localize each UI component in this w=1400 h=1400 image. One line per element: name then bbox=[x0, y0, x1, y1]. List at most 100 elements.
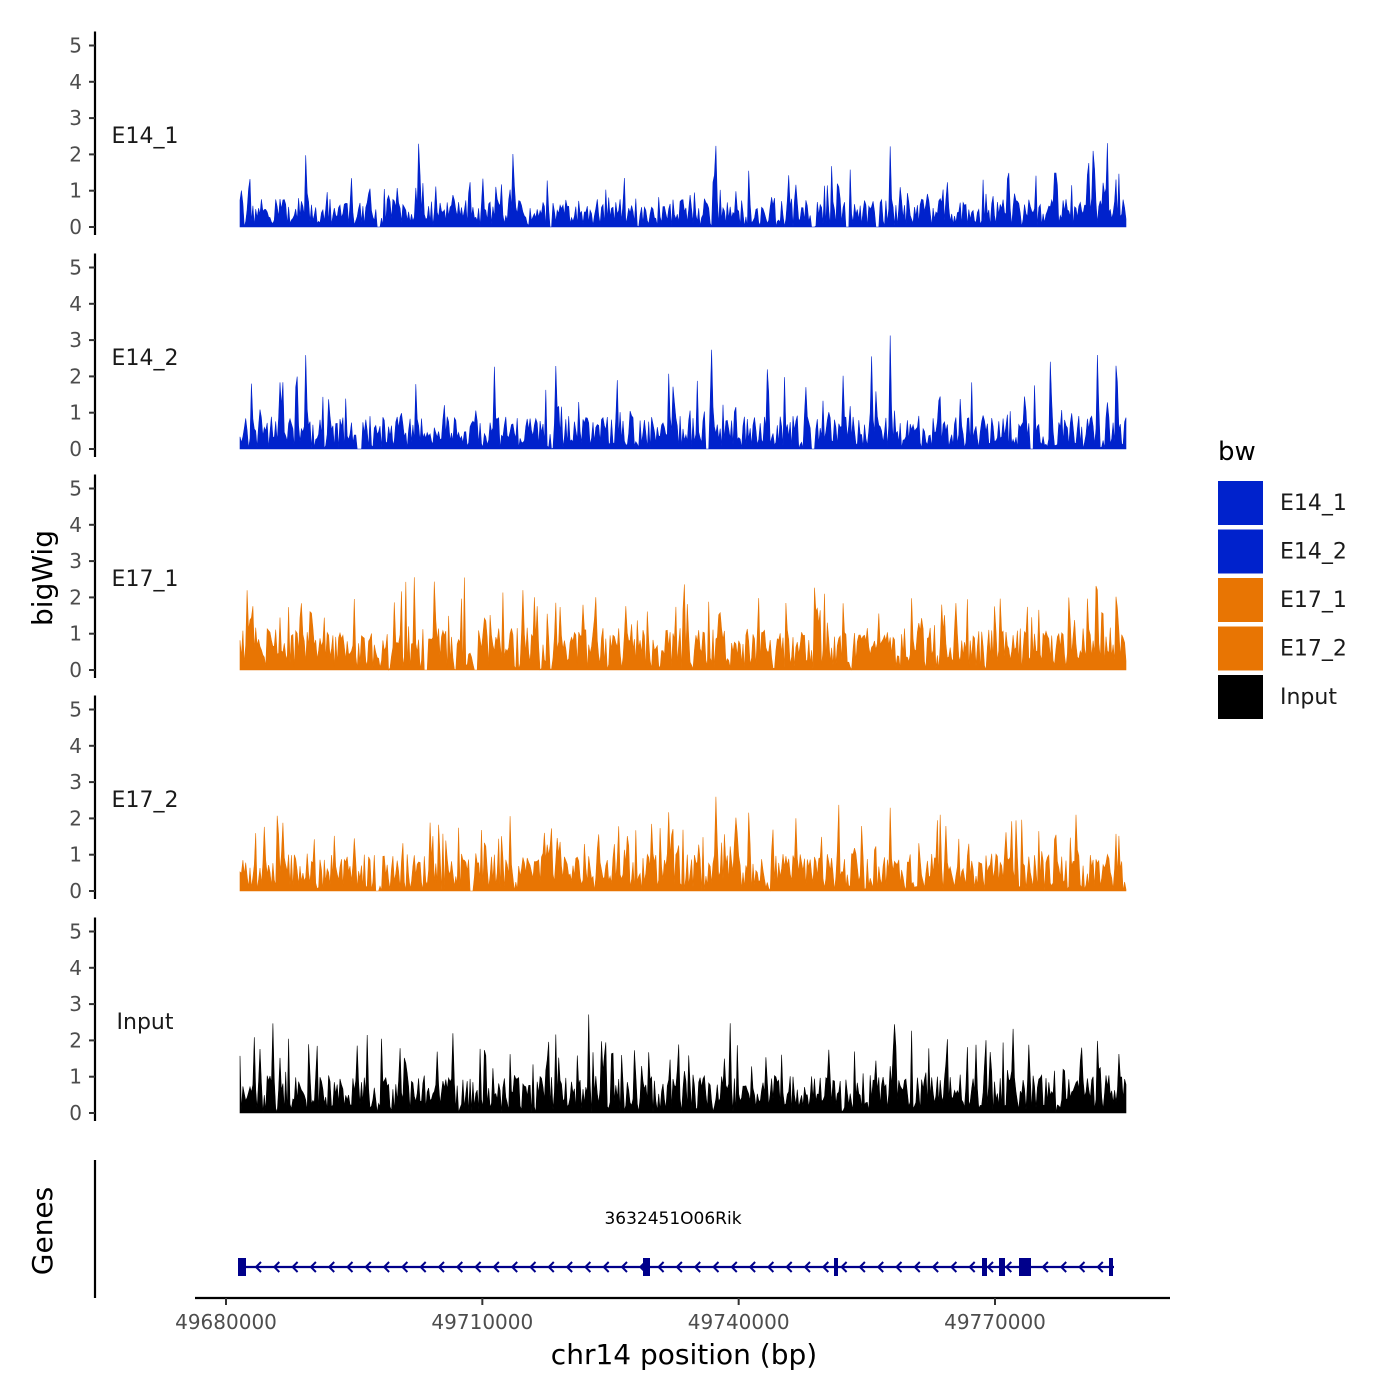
legend-label: E14_1 bbox=[1280, 491, 1347, 516]
y-tick-label: 1 bbox=[69, 401, 82, 425]
y-tick-label: 4 bbox=[69, 513, 82, 537]
track-label: Input bbox=[117, 1010, 174, 1035]
x-tick-label: 49770000 bbox=[944, 1310, 1046, 1334]
y-tick-label: 0 bbox=[69, 658, 82, 682]
signal-area bbox=[239, 1014, 1127, 1114]
y-tick-label: 5 bbox=[69, 920, 82, 944]
track-e14-1: 0 1 2 3 4 5 E14_1 bbox=[69, 31, 1127, 239]
strand-arrow bbox=[657, 1261, 665, 1273]
x-axis-title: chr14 position (bp) bbox=[551, 1338, 817, 1371]
legend-label: E17_1 bbox=[1280, 588, 1347, 613]
track-e17-2: 0 1 2 3 4 5 E17_2 bbox=[69, 695, 1127, 903]
strand-arrow bbox=[547, 1261, 555, 1273]
signal-area bbox=[239, 335, 1127, 450]
x-tick-label: 49710000 bbox=[431, 1310, 533, 1334]
strand-arrow bbox=[346, 1261, 354, 1273]
strand-arrow bbox=[693, 1261, 701, 1273]
gene-exon bbox=[982, 1258, 987, 1276]
legend-label: E14_2 bbox=[1280, 540, 1347, 565]
legend-key-e14-2 bbox=[1218, 529, 1263, 574]
strand-arrow bbox=[510, 1261, 518, 1273]
strand-arrow bbox=[876, 1261, 884, 1273]
track-e14-2: 0 1 2 3 4 5 E14_2 bbox=[69, 253, 1127, 461]
y-tick-label: 5 bbox=[69, 34, 82, 58]
legend-label: Input bbox=[1280, 685, 1337, 710]
y-tick-label: 1 bbox=[69, 843, 82, 867]
gene-exon bbox=[999, 1258, 1005, 1276]
strand-arrow bbox=[968, 1261, 976, 1273]
strand-arrow bbox=[675, 1261, 683, 1273]
x-tick-label: 49740000 bbox=[688, 1310, 790, 1334]
strand-arrow bbox=[858, 1261, 866, 1273]
y-tick-label: 3 bbox=[69, 549, 82, 573]
strand-arrow bbox=[913, 1261, 921, 1273]
strand-arrow bbox=[1096, 1261, 1104, 1273]
y-tick-label: 4 bbox=[69, 70, 82, 94]
strand-arrow bbox=[583, 1261, 592, 1273]
y-axis-title: bigWig bbox=[26, 530, 59, 626]
x-axis: 49680000 49710000 49740000 49770000 bbox=[175, 1296, 1170, 1334]
strand-arrow bbox=[730, 1261, 738, 1273]
gene-exon bbox=[238, 1258, 246, 1276]
strand-arrow bbox=[419, 1261, 427, 1273]
y-tick-label: 1 bbox=[69, 179, 82, 203]
y-tick-label: 5 bbox=[69, 477, 82, 501]
strand-arrow bbox=[931, 1261, 939, 1273]
legend: bw E14_1 E14_2 E17_1 E17_2 Input bbox=[1218, 437, 1347, 719]
strand-arrow bbox=[529, 1261, 537, 1273]
strand-arrow bbox=[895, 1261, 903, 1273]
y-tick-label: 1 bbox=[69, 622, 82, 646]
gene-name-label: 3632451O06Rik bbox=[604, 1209, 741, 1229]
strand-arrow bbox=[437, 1261, 445, 1273]
x-tick-label: 49680000 bbox=[175, 1310, 277, 1334]
gene-panel-label: Genes bbox=[26, 1187, 59, 1275]
strand-arrow bbox=[272, 1261, 281, 1273]
y-tick-label: 3 bbox=[69, 106, 82, 130]
strand-arrow bbox=[291, 1261, 299, 1273]
track-label: E14_2 bbox=[112, 346, 179, 371]
legend-label: E17_2 bbox=[1280, 637, 1347, 662]
signal-area bbox=[239, 796, 1127, 892]
y-tick-label: 0 bbox=[69, 215, 82, 239]
y-tick-label: 5 bbox=[69, 256, 82, 280]
y-tick-label: 2 bbox=[69, 1028, 82, 1052]
strand-arrow bbox=[474, 1261, 482, 1273]
strand-arrow bbox=[492, 1261, 500, 1273]
strand-arrow bbox=[327, 1261, 335, 1273]
signal-area bbox=[239, 577, 1127, 671]
signal-area bbox=[239, 143, 1127, 228]
strand-arrow bbox=[1059, 1261, 1067, 1273]
track-label: E17_1 bbox=[112, 567, 179, 592]
strand-arrow bbox=[309, 1261, 317, 1273]
strand-arrow bbox=[400, 1261, 409, 1273]
y-tick-label: 1 bbox=[69, 1065, 82, 1089]
strand-arrow bbox=[455, 1261, 464, 1273]
strand-arrow bbox=[785, 1261, 793, 1273]
gene-panel: 3632451O06Rik bbox=[93, 1160, 1114, 1298]
track-e17-1: 0 1 2 3 4 5 E17_1 bbox=[69, 474, 1127, 682]
signal-tracks: 0 1 2 3 4 5 E14_1 0 1 2 3 4 5 E14_2 0 1 2 3 4 5 E17_1 0 1 2 3 4 5 E… bbox=[69, 31, 1127, 1125]
y-tick-label: 4 bbox=[69, 292, 82, 316]
track-label: E17_2 bbox=[112, 788, 179, 813]
y-tick-label: 0 bbox=[69, 879, 82, 903]
y-tick-label: 2 bbox=[69, 806, 82, 830]
y-tick-label: 2 bbox=[69, 142, 82, 166]
strand-arrow bbox=[986, 1261, 994, 1273]
track-label: E14_1 bbox=[112, 124, 179, 149]
strand-arrow bbox=[821, 1261, 830, 1273]
gene-exon bbox=[643, 1258, 650, 1276]
legend-key-e17-2 bbox=[1218, 626, 1263, 671]
y-tick-label: 0 bbox=[69, 437, 82, 461]
gene-exon bbox=[1109, 1258, 1113, 1276]
y-tick-label: 3 bbox=[69, 992, 82, 1016]
strand-arrow bbox=[712, 1261, 720, 1273]
y-tick-label: 4 bbox=[69, 734, 82, 758]
strand-arrow bbox=[949, 1261, 958, 1273]
strand-arrow bbox=[254, 1261, 262, 1273]
strand-arrow bbox=[748, 1261, 756, 1273]
y-tick-label: 3 bbox=[69, 770, 82, 794]
y-tick-label: 5 bbox=[69, 698, 82, 722]
strand-arrow bbox=[1041, 1261, 1049, 1273]
legend-title: bw bbox=[1218, 437, 1256, 467]
